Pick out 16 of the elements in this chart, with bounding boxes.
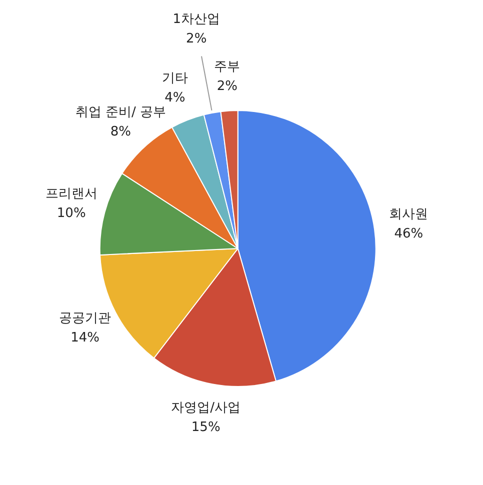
slice-label: 회사원 xyxy=(389,207,428,222)
data-label: 46% xyxy=(394,226,424,242)
slice-label: 취업 준비/ 공부 xyxy=(75,104,166,120)
data-label: 10% xyxy=(56,206,86,221)
data-label: 8% xyxy=(110,124,132,140)
data-label: 15% xyxy=(191,420,220,435)
data-label: 4% xyxy=(164,90,186,106)
slice-label: 공공기관 xyxy=(59,311,112,326)
slice-label: 주부 xyxy=(214,59,240,74)
data-label: 2% xyxy=(216,78,238,94)
slice-label: 프리랜서 xyxy=(45,186,98,202)
slice-label: 1차산업 xyxy=(172,12,220,27)
slice-label: 기타 xyxy=(162,70,188,86)
slice-label: 자영업/사업 xyxy=(171,400,241,416)
data-label: 14% xyxy=(70,330,100,346)
data-label: 2% xyxy=(186,31,207,46)
